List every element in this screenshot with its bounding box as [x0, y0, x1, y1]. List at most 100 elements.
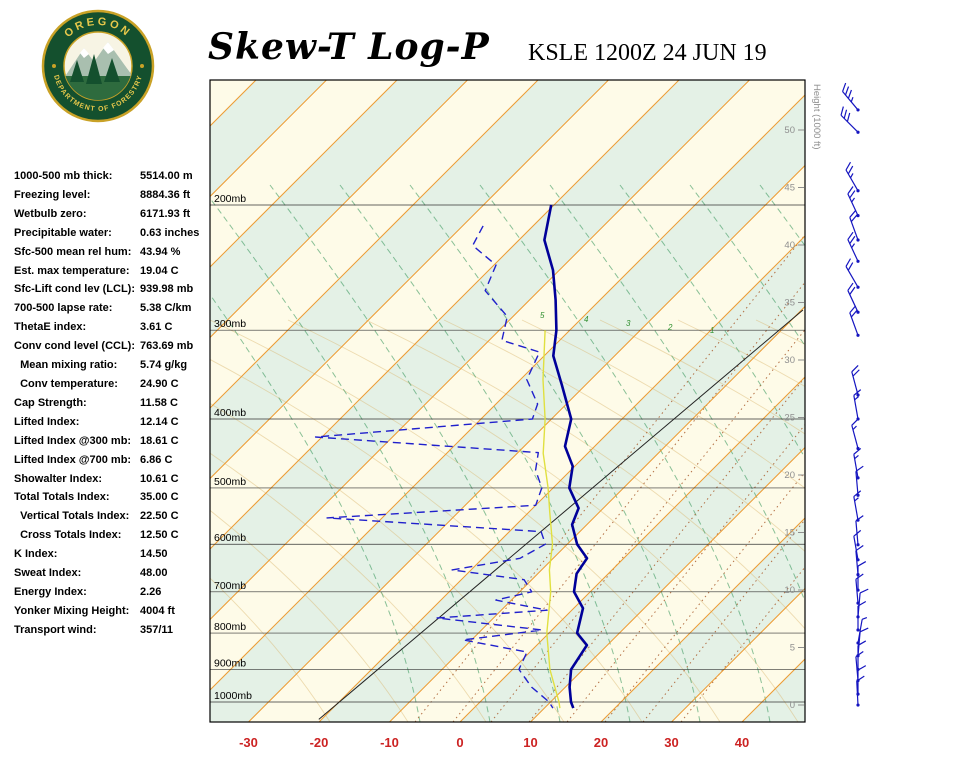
stat-value: 43.94 % [140, 245, 181, 258]
pressure-lines [210, 204, 805, 703]
wind-barb [845, 161, 860, 193]
stat-row: Yonker Mixing Height: 4004 ft [14, 602, 216, 621]
stat-label: Total Totals Index: [14, 491, 110, 504]
stat-row: Sweat Index: 48.00 [14, 564, 216, 583]
height-tick-label: 10 [784, 585, 795, 596]
mixing-ratio-labels: 5 4 3 2 1 [540, 311, 714, 335]
wind-barb [845, 258, 860, 289]
stat-label: Sfc-Lift cond lev (LCL): [14, 283, 135, 296]
temp-tick-label: -10 [380, 735, 399, 750]
pressure-label: 800mb [214, 621, 246, 633]
wind-barb [849, 210, 860, 242]
height-tick-label: 25 [784, 413, 795, 424]
stat-value: 939.98 mb [140, 283, 194, 296]
stat-row: Transport wind: 357/11 [14, 621, 216, 640]
stat-value: 0.63 inches [140, 226, 200, 239]
stat-label: Wetbulb zero: [14, 207, 87, 220]
stat-row: Cross Totals Index: 12.50 C [14, 526, 216, 545]
stat-label: Precipitable water: [14, 226, 112, 239]
stat-label: Sweat Index: [14, 567, 82, 580]
stat-label: 1000-500 mb thick: [14, 170, 113, 182]
stat-label: Freezing level: [14, 188, 91, 201]
dry-adiabats [210, 319, 805, 722]
stat-row: Showalter Index: 10.61 C [14, 470, 216, 489]
stat-row: Lifted Index @700 mb: 6.86 C [14, 451, 216, 470]
pressure-label: 600mb [214, 532, 246, 544]
temp-tick-label: 20 [594, 735, 608, 750]
height-tick-label: 15 [784, 528, 795, 539]
pressure-label: 900mb [214, 657, 246, 669]
mixing-ratio-label: 5 [540, 311, 545, 320]
stat-value: 2.26 [140, 585, 162, 598]
stat-row: Wetbulb zero: 6171.93 ft [14, 205, 216, 224]
stats-panel: 1000-500 mb thick: 5514.00 m Freezing leve… [14, 167, 216, 640]
wind-barb [840, 106, 860, 134]
stat-value: 12.14 C [140, 415, 179, 428]
stat-label: Vertical Totals Index: [14, 510, 130, 523]
stat-value: 5.74 g/kg [140, 359, 188, 372]
wind-barb [842, 82, 860, 112]
stat-value: 763.69 mb [140, 340, 194, 353]
station-id: KSLE 1200Z 24 JUN 19 [528, 40, 767, 66]
temp-tick-label: -20 [310, 735, 329, 750]
stat-label: Est. max temperature: [14, 264, 130, 277]
stat-row: ThetaE index: 3.61 C [14, 318, 216, 337]
temp-tick-label: 0 [456, 735, 463, 750]
stat-value: 19.04 C [140, 264, 179, 277]
chart-area: 5 4 3 2 1 [210, 80, 805, 722]
mixing-ratio-label: 1 [710, 326, 714, 335]
stat-label: Yonker Mixing Height: [14, 604, 130, 617]
stat-value: 10.61 C [140, 472, 179, 485]
stat-value: 14.50 [140, 548, 168, 561]
height-tick-label: 45 [784, 183, 795, 194]
stat-value: 5.38 C/km [140, 302, 192, 315]
height-tick-label: 50 [784, 125, 795, 136]
stat-value: 22.50 C [140, 510, 179, 523]
wind-barb [853, 448, 862, 480]
wind-barb [856, 600, 867, 632]
pressure-label: 400mb [214, 407, 246, 419]
mixing-ratio-label: 4 [584, 315, 589, 324]
wind-barbs [840, 82, 869, 707]
stat-label: Mean mixing ratio: [14, 359, 118, 372]
stat-row: Lifted Index: 12.14 C [14, 413, 216, 432]
stat-label: Lifted Index: [14, 415, 80, 428]
isotherms [210, 80, 805, 722]
stat-value: 35.00 C [140, 491, 179, 504]
temp-tick-label: 10 [523, 735, 537, 750]
wind-barb [847, 186, 860, 218]
wind-barb [851, 364, 860, 397]
stat-value: 24.90 C [140, 377, 179, 390]
wind-barb [856, 675, 865, 707]
stat-value: 18.61 C [140, 434, 179, 447]
stat-row: K Index: 14.50 [14, 545, 216, 564]
pressure-label: 1000mb [214, 690, 252, 702]
pressure-label: 700mb [214, 580, 246, 592]
stat-label: Showalter Index: [14, 472, 103, 485]
height-tick-label: 0 [790, 700, 795, 711]
stat-row: 700-500 lapse rate: 5.38 C/km [14, 299, 216, 318]
pressure-label: 500mb [214, 476, 246, 488]
height-tick-label: 35 [784, 298, 795, 309]
stat-row: Sfc-Lift cond lev (LCL): 939.98 mb [14, 280, 216, 299]
temp-tick-label: -30 [239, 735, 258, 750]
stat-row: Lifted Index @300 mb: 18.61 C [14, 432, 216, 451]
wind-barb [847, 282, 860, 314]
stat-label: Lifted Index @700 mb: [14, 453, 132, 466]
stat-label: Cross Totals Index: [14, 529, 122, 542]
wind-barb [853, 389, 862, 421]
height-axis: 0 5 10 15 20 25 30 35 40 45 50 Height (1000 ft) [784, 84, 822, 711]
stat-row: Mean mixing ratio: 5.74 g/kg [14, 356, 216, 375]
temperature-trace [543, 204, 589, 709]
stat-value: 48.00 [140, 567, 168, 580]
stat-row: Energy Index: 2.26 [14, 583, 216, 602]
stat-label: ThetaE index: [14, 321, 87, 334]
stat-label: Conv cond level (CCL): [14, 340, 136, 353]
stat-value: 6171.93 ft [140, 207, 191, 220]
stat-value: 357/11 [140, 623, 174, 636]
height-axis-title: Height (1000 ft) [811, 84, 822, 149]
logo-star-right [140, 64, 144, 68]
chart-border [209, 79, 806, 723]
stat-label: Energy Index: [14, 585, 87, 598]
chart-background-bands [210, 80, 805, 722]
